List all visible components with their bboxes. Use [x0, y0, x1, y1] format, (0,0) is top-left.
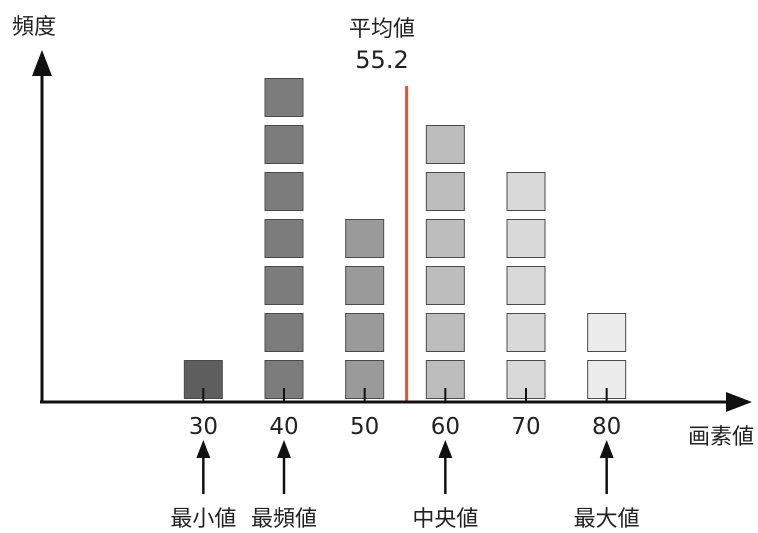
- bar-cell: [264, 172, 304, 211]
- bar-cell: [506, 219, 546, 258]
- bar-cell: [425, 172, 465, 211]
- x-tick-label: 50: [350, 414, 379, 440]
- bar-cell: [425, 219, 465, 258]
- bar-50: [345, 219, 385, 399]
- bar-70: [506, 172, 546, 399]
- annotation: 中央値: [412, 440, 478, 532]
- bar-60: [425, 125, 465, 399]
- bar-cell: [264, 219, 304, 258]
- x-tick-label: 60: [431, 414, 460, 440]
- x-axis-arrow-icon: [726, 392, 752, 412]
- x-tick-label: 80: [592, 414, 621, 440]
- mean-value: 55.2: [355, 46, 408, 74]
- x-axis-label: 画素値: [688, 425, 754, 450]
- bar-cell: [345, 219, 385, 258]
- mean-label: 平均値: [349, 17, 415, 42]
- annotation-label: 最頻値: [251, 507, 317, 532]
- arrow-up-icon: [599, 440, 614, 458]
- x-tick-label: 70: [511, 414, 540, 440]
- annotation-layer: 最小値 最頻値 中央値 最大値: [170, 440, 640, 532]
- bar-cell: [506, 313, 546, 352]
- arrow-up-icon: [277, 440, 291, 458]
- bar-cell: [425, 266, 465, 305]
- bar-cell: [506, 172, 546, 211]
- bar-cell: [264, 266, 304, 305]
- annotation-label: 中央値: [412, 507, 478, 532]
- bar-cell: [506, 266, 546, 305]
- bar-cell: [345, 313, 385, 352]
- bar-cell: [264, 125, 304, 164]
- bar-40: [264, 78, 304, 399]
- annotation-label: 最大値: [574, 507, 640, 532]
- bar-cell: [264, 78, 304, 117]
- bar-cell: [425, 125, 465, 164]
- bars-layer: [183, 78, 627, 399]
- arrow-up-icon: [196, 440, 211, 458]
- x-tick-label: 40: [269, 414, 298, 440]
- annotation: 最頻値: [251, 440, 317, 532]
- annotation-label: 最小値: [170, 507, 236, 532]
- bar-cell: [425, 313, 465, 352]
- bar-cell: [587, 313, 627, 352]
- y-axis-arrow-icon: [32, 50, 52, 76]
- bar-cell: [345, 266, 385, 305]
- x-tick-label: 30: [189, 414, 218, 440]
- annotation: 最大値: [574, 440, 640, 532]
- annotation: 最小値: [170, 440, 236, 532]
- bar-cell: [264, 313, 304, 352]
- bar-80: [587, 313, 627, 399]
- tick-layer: 30 40 50 60 70 80: [189, 388, 621, 440]
- y-axis-label: 頻度: [12, 15, 56, 40]
- arrow-up-icon: [438, 440, 453, 458]
